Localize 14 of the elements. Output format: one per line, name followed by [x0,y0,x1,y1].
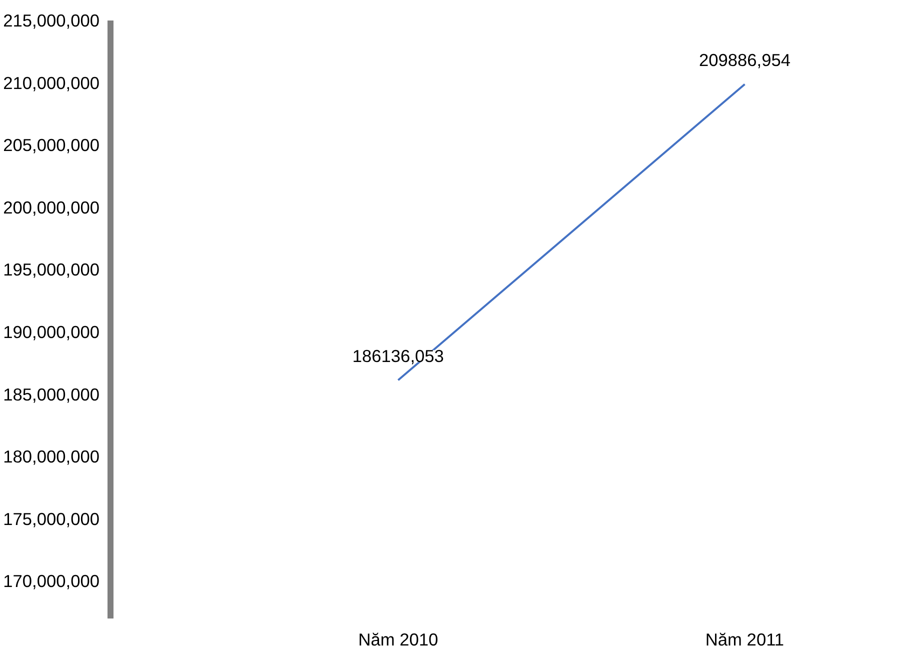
y-tick-label: 175,000,000 [3,508,100,529]
y-tick-label: 180,000,000 [3,446,100,467]
data-label: 209886,954 [698,50,791,70]
y-tick-label: 215,000,000 [3,10,100,30]
x-tick-label: Năm 2010 [358,630,438,650]
y-tick-label: 190,000,000 [3,322,100,342]
y-tick-label: 185,000,000 [3,384,100,404]
y-tick-label: 210,000,000 [3,72,100,93]
y-tick-label: 205,000,000 [3,135,100,156]
x-tick-label: Năm 2011 [705,630,784,650]
y-tick-label: 200,000,000 [3,197,100,218]
y-tick-label: 170,000,000 [3,571,100,592]
y-tick-label: 195,000,000 [3,260,100,280]
data-label: 186136,053 [352,346,444,366]
